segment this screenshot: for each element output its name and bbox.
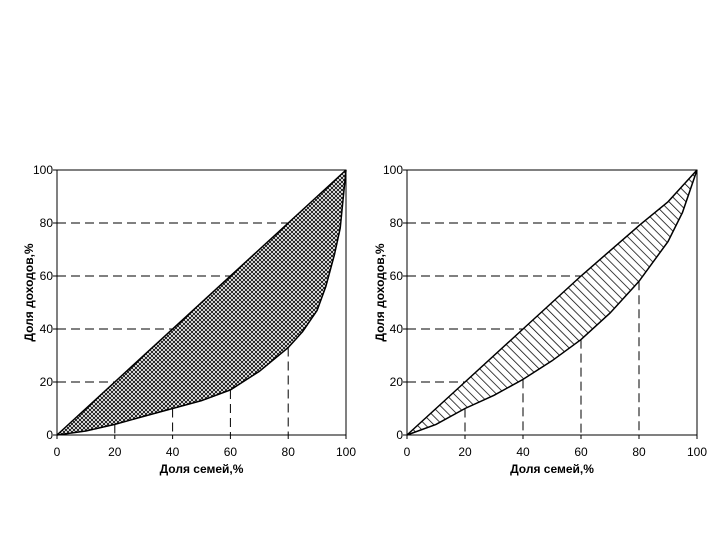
x-tick-label: 40 bbox=[516, 445, 530, 459]
y-tick-label: 0 bbox=[396, 428, 403, 442]
x-tick-label: 20 bbox=[458, 445, 472, 459]
lorenz-curve bbox=[406, 169, 698, 436]
y-tick-label: 20 bbox=[40, 375, 54, 389]
x-tick-label: 20 bbox=[108, 445, 122, 459]
x-tick-label: 80 bbox=[632, 445, 646, 459]
x-axis-title: Доля семей,% bbox=[510, 462, 594, 476]
x-tick-label: 100 bbox=[336, 445, 356, 459]
x-tick-label: 100 bbox=[687, 445, 707, 459]
y-tick-label: 40 bbox=[40, 322, 54, 336]
y-tick-label: 40 bbox=[390, 322, 404, 336]
upper-curve bbox=[56, 169, 347, 436]
y-tick-label: 100 bbox=[383, 163, 403, 177]
x-tick-label: 60 bbox=[574, 445, 588, 459]
plot-frame bbox=[56, 169, 347, 436]
y-axis-title: Доля доходов,% bbox=[22, 243, 36, 342]
y-tick-label: 60 bbox=[390, 269, 404, 283]
y-tick-label: 20 bbox=[390, 375, 404, 389]
lorenz-curve bbox=[56, 169, 347, 436]
lorenz-chart-right: 0 20 40 60 80 100 0 20 40 60 80 100 Доля семей,% Доля… bbox=[373, 163, 707, 476]
x-tick-label: 40 bbox=[166, 445, 180, 459]
x-tick-label: 80 bbox=[282, 445, 296, 459]
y-tick-label: 60 bbox=[40, 269, 54, 283]
x-tick-label: 60 bbox=[224, 445, 238, 459]
x-tick-label: 0 bbox=[404, 445, 411, 459]
y-tick-label: 80 bbox=[390, 216, 404, 230]
x-axis-title: Доля семей,% bbox=[160, 462, 244, 476]
y-axis-title: Доля доходов,% bbox=[373, 243, 387, 342]
y-tick-label: 80 bbox=[40, 216, 54, 230]
y-tick-label: 100 bbox=[33, 163, 53, 177]
upper-curve bbox=[406, 169, 698, 436]
lorenz-chart-left: 0 20 40 60 80 100 0 20 40 60 80 100 Доля семей,% Доля… bbox=[22, 163, 356, 476]
y-tick-label: 0 bbox=[46, 428, 53, 442]
plot-frame bbox=[406, 169, 698, 436]
x-tick-label: 0 bbox=[54, 445, 61, 459]
